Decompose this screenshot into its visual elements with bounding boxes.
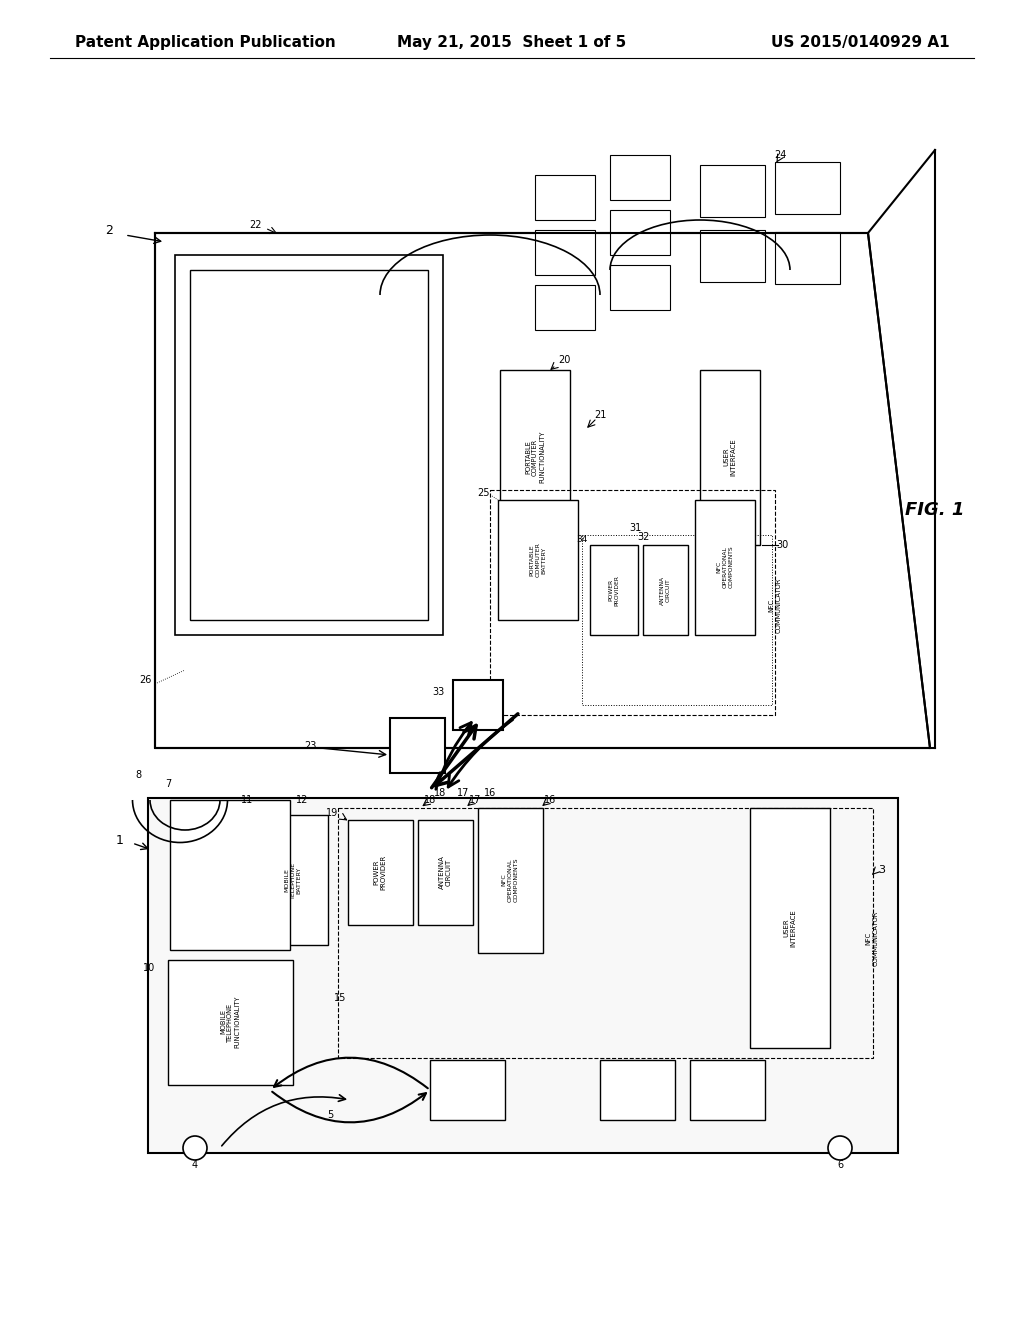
Bar: [775, 162, 840, 214]
Text: 23: 23: [304, 741, 316, 751]
Bar: [258, 814, 328, 945]
Text: 6: 6: [837, 1160, 843, 1170]
Text: 30: 30: [776, 540, 788, 550]
Bar: [610, 210, 670, 255]
Text: 5: 5: [327, 1110, 333, 1119]
Text: 25: 25: [477, 488, 490, 498]
Circle shape: [183, 1137, 207, 1160]
Text: FIG. 1: FIG. 1: [905, 502, 965, 519]
Bar: [700, 165, 765, 216]
Text: 18: 18: [434, 788, 446, 799]
Bar: [700, 230, 765, 282]
Text: ANTENNA
CIRCUIT: ANTENNA CIRCUIT: [659, 576, 671, 605]
Text: 33: 33: [433, 686, 445, 697]
Text: PORTABLE
COMPUTER
BATTERY: PORTABLE COMPUTER BATTERY: [529, 543, 546, 577]
Bar: [430, 1060, 505, 1119]
Text: 21: 21: [594, 411, 606, 420]
Bar: [500, 370, 570, 545]
Text: US 2015/0140929 A1: US 2015/0140929 A1: [771, 34, 950, 49]
Text: 17: 17: [469, 795, 481, 805]
Bar: [535, 176, 595, 220]
Bar: [453, 680, 503, 730]
Bar: [590, 545, 638, 635]
Text: 7: 7: [165, 779, 171, 789]
Text: 19: 19: [326, 808, 338, 818]
Bar: [700, 370, 760, 545]
Text: 15: 15: [334, 993, 346, 1003]
Bar: [498, 500, 578, 620]
Text: Patent Application Publication: Patent Application Publication: [75, 34, 336, 49]
Bar: [535, 230, 595, 275]
Bar: [750, 808, 830, 1048]
Text: 20: 20: [558, 355, 570, 366]
Text: 2: 2: [105, 223, 113, 236]
Text: 10: 10: [142, 964, 155, 973]
Text: 24: 24: [774, 150, 786, 160]
Text: 16: 16: [544, 795, 556, 805]
Text: 22: 22: [249, 220, 261, 230]
Bar: [643, 545, 688, 635]
Text: 16: 16: [484, 788, 496, 799]
Bar: [418, 820, 473, 925]
Polygon shape: [155, 234, 930, 748]
Bar: [490, 490, 775, 715]
Text: NFC
OPERATIONAL
COMPONENTS: NFC OPERATIONAL COMPONENTS: [717, 545, 733, 589]
Bar: [610, 154, 670, 201]
Text: USER
INTERFACE: USER INTERFACE: [724, 438, 736, 477]
Text: 4: 4: [191, 1160, 198, 1170]
Text: NFC
COMMUNICATOR: NFC COMMUNICATOR: [768, 577, 781, 632]
Text: POWER
PROVIDER: POWER PROVIDER: [374, 854, 386, 890]
Bar: [610, 265, 670, 310]
Text: 26: 26: [139, 675, 152, 685]
Text: 34: 34: [577, 536, 588, 544]
Text: 12: 12: [296, 795, 308, 805]
Text: 11: 11: [241, 795, 253, 805]
Text: NFC
COMMUNICATOR: NFC COMMUNICATOR: [865, 911, 879, 966]
Text: 3: 3: [878, 865, 885, 875]
Text: POWER
PROVIDER: POWER PROVIDER: [608, 574, 620, 606]
Bar: [348, 820, 413, 925]
Bar: [390, 718, 445, 774]
Text: 8: 8: [136, 770, 142, 780]
Text: USER
INTERFACE: USER INTERFACE: [783, 909, 797, 946]
Bar: [775, 232, 840, 284]
Bar: [338, 808, 873, 1059]
Text: 32: 32: [637, 532, 649, 543]
Text: NFC
OPERATIONAL
COMPONENTS: NFC OPERATIONAL COMPONENTS: [502, 858, 518, 903]
Text: PORTABLE
COMPUTER
FUNCTIONALITY: PORTABLE COMPUTER FUNCTIONALITY: [525, 430, 545, 483]
Bar: [190, 271, 428, 620]
Bar: [535, 285, 595, 330]
Text: MOBILE
TELEPHONE
FUNCTIONALITY: MOBILE TELEPHONE FUNCTIONALITY: [220, 995, 240, 1048]
Bar: [600, 1060, 675, 1119]
Bar: [170, 800, 290, 950]
Text: May 21, 2015  Sheet 1 of 5: May 21, 2015 Sheet 1 of 5: [397, 34, 627, 49]
Bar: [690, 1060, 765, 1119]
Text: 17: 17: [457, 788, 469, 799]
Bar: [478, 808, 543, 953]
Text: 18: 18: [424, 795, 436, 805]
Circle shape: [828, 1137, 852, 1160]
Bar: [148, 799, 898, 1152]
Text: ANTENNA
CIRCUIT: ANTENNA CIRCUIT: [438, 855, 452, 888]
Text: 31: 31: [629, 523, 641, 533]
Text: 1: 1: [116, 833, 124, 846]
Bar: [695, 500, 755, 635]
Text: MOBILE
TELEPHONE
BATTERY: MOBILE TELEPHONE BATTERY: [285, 862, 301, 899]
Bar: [168, 960, 293, 1085]
Bar: [582, 535, 772, 705]
Bar: [175, 255, 443, 635]
